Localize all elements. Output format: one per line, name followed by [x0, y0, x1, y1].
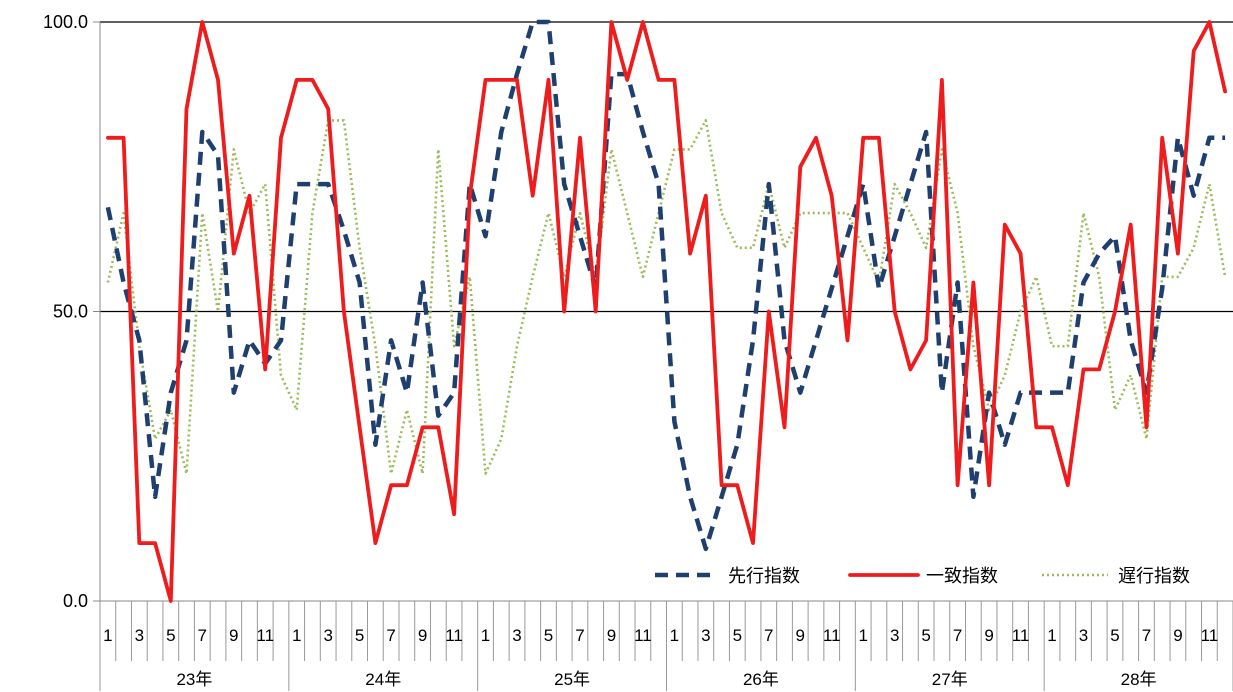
x-month-label: 11 — [823, 626, 841, 645]
legend: 先行指数 一致指数 遅行指数 — [655, 566, 1190, 586]
x-month-label: 1 — [1047, 626, 1056, 645]
y-tick-label: 100.0 — [43, 12, 88, 32]
legend-label: 一致指数 — [926, 566, 998, 586]
x-month-label: 3 — [135, 626, 144, 645]
y-tick-label: 0.0 — [63, 591, 88, 611]
x-year-label: 25年 — [554, 670, 590, 689]
x-month-label: 5 — [355, 626, 364, 645]
series-line-0 — [105, 19, 1226, 552]
x-month-label: 11 — [634, 626, 652, 645]
x-month-label: 1 — [670, 626, 679, 645]
x-year-label: 24年 — [365, 670, 401, 689]
x-month-label: 3 — [1079, 626, 1088, 645]
legend-label: 先行指数 — [728, 566, 800, 586]
x-month-label: 7 — [953, 626, 962, 645]
x-month-label: 7 — [575, 626, 584, 645]
series-line-2 — [106, 119, 1227, 475]
x-year-label: 26年 — [743, 670, 779, 689]
x-month-label: 1 — [858, 626, 867, 645]
x-month-label: 7 — [386, 626, 395, 645]
series-lines — [105, 19, 1227, 603]
gridlines — [100, 21, 1233, 313]
x-axis: 1 3 5 7 9 11 1 3 5 7 9 11 1 3 5 7 9 11 1 3 5 7 9 11 1 3 5 7 9 11 1 3 5 7 9… — [99, 601, 1233, 691]
x-month-label: 5 — [1110, 626, 1119, 645]
x-month-label: 11 — [1201, 626, 1219, 645]
x-month-label: 9 — [229, 626, 238, 645]
x-month-label: 9 — [1173, 626, 1182, 645]
x-month-label: 1 — [481, 626, 490, 645]
x-month-label: 11 — [1012, 626, 1030, 645]
x-month-label: 5 — [166, 626, 175, 645]
x-month-label: 9 — [796, 626, 805, 645]
x-month-label: 3 — [512, 626, 521, 645]
x-month-label: 3 — [701, 626, 710, 645]
x-month-label: 7 — [1142, 626, 1151, 645]
x-month-label: 9 — [607, 626, 616, 645]
y-tick-labels: 0.0 50.0 100.0 — [43, 12, 88, 611]
x-month-label: 11 — [256, 626, 274, 645]
series-line-1 — [106, 20, 1227, 603]
x-month-label: 7 — [198, 626, 207, 645]
x-year-label: 27年 — [932, 670, 968, 689]
x-year-label: 23年 — [176, 670, 212, 689]
x-month-label: 1 — [103, 626, 112, 645]
x-year-label: 28年 — [1121, 670, 1157, 689]
x-month-label: 9 — [984, 626, 993, 645]
x-month-label: 9 — [418, 626, 427, 645]
x-month-label: 7 — [764, 626, 773, 645]
x-month-label: 3 — [890, 626, 899, 645]
x-month-label: 5 — [544, 626, 553, 645]
x-month-label: 3 — [323, 626, 332, 645]
legend-label: 遅行指数 — [1118, 566, 1190, 586]
y-tick-label: 50.0 — [53, 302, 88, 322]
x-month-label: 5 — [921, 626, 930, 645]
x-month-label: 5 — [733, 626, 742, 645]
x-month-label: 11 — [445, 626, 463, 645]
x-month-label: 1 — [292, 626, 301, 645]
